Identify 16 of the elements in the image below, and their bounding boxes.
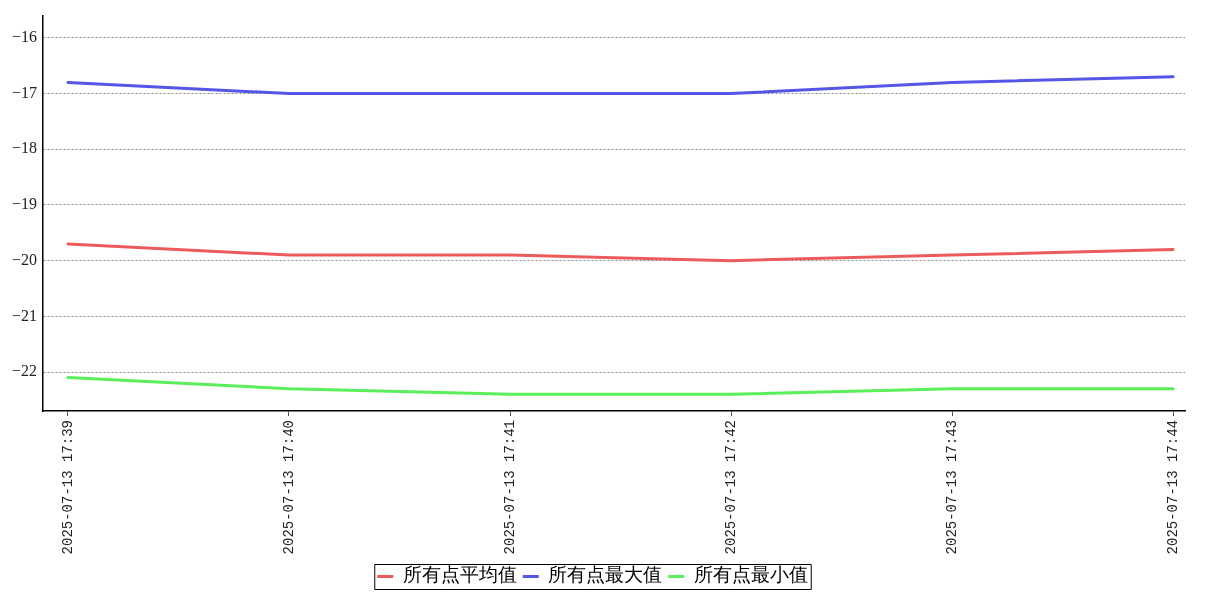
- y-tick-label: −19: [11, 195, 37, 213]
- y-tick-label: −22: [11, 362, 37, 380]
- y-tick-label: −20: [11, 250, 37, 268]
- y-tick-label: −21: [11, 306, 37, 324]
- x-tick-label: 2025-07-13 17:41: [501, 420, 518, 555]
- y-tick-label: −17: [11, 83, 37, 101]
- x-tick-label: 2025-07-13 17:42: [722, 420, 739, 555]
- x-tick-label: 2025-07-13 17:40: [280, 420, 297, 555]
- legend-label: 所有点最小值: [693, 563, 808, 586]
- legend-label: 所有点平均值: [402, 563, 517, 586]
- x-tick-label: 2025-07-13 17:44: [1164, 420, 1181, 555]
- legend-label: 所有点最大值: [548, 563, 663, 586]
- y-tick-label: −18: [11, 139, 37, 157]
- x-tick-label: 2025-07-13 17:39: [59, 420, 76, 555]
- y-tick-label: −16: [11, 28, 37, 46]
- x-tick-label: 2025-07-13 17:43: [943, 420, 960, 555]
